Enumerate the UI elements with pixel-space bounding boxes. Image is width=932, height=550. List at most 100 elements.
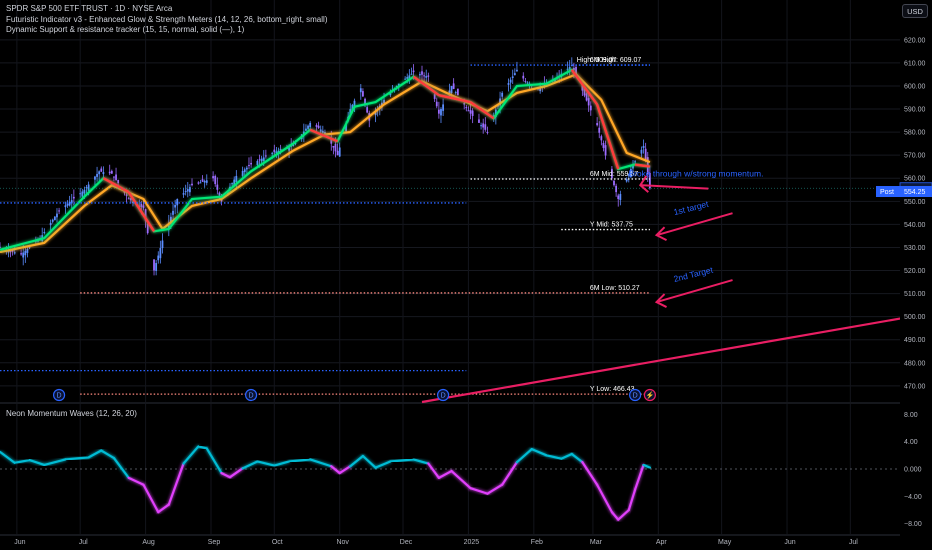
candle-body [425,76,428,78]
candle-body [516,69,518,72]
event-marker-label: D [633,393,638,400]
indicator-title-futuristic[interactable]: Futuristic Indicator v3 - Enhanced Glow … [6,14,328,24]
x-tick-label: Feb [531,539,543,546]
event-marker-label: D [57,393,62,400]
candle-body [292,144,295,146]
oscillator-line-segment [634,463,645,491]
candle-body [70,200,73,204]
candle-body [418,74,421,76]
x-tick-label: Dec [400,539,413,546]
candle-body [554,79,556,82]
candle-body [511,76,514,78]
y-tick-label: 520.00 [904,268,926,275]
osc-y-tick-label: 4.00 [904,439,918,446]
candle-body [435,101,438,107]
oscillator-line-segment [112,456,130,479]
candle-body [127,198,130,200]
price-label-post-text: 554.25 [904,189,926,196]
oscillator-line-segment [100,449,116,460]
candle-body [359,88,362,93]
candle-body [279,149,282,151]
candle-body [83,189,86,194]
candle-body [315,125,318,127]
x-tick-label: Apr [656,539,668,546]
candle-body [334,144,337,152]
x-tick-label: Jul [79,539,88,546]
level-label: 6M High: 609.07 [590,57,641,64]
oscillator-line-segment [374,460,392,469]
level-label: 6M Low: 510.27 [590,285,640,292]
candle-body [615,185,618,193]
oscillator-line-segment [469,487,489,495]
candle-body [9,250,12,252]
candle-body [28,247,31,249]
candle-body [427,75,430,77]
oscillator-line-segment [273,460,291,467]
candle-body [231,183,233,185]
candle-body [203,181,206,183]
oscillator-line-segment [43,458,67,466]
candle-body [72,196,75,199]
candle-body [218,192,221,196]
oscillator-line-segment [617,508,630,521]
annotation-arrow [654,279,733,308]
candle-body [604,145,607,156]
candle-body [596,123,599,126]
price-label-post [876,186,932,198]
oscillator-line-segment [450,469,472,490]
candle-body [589,105,592,111]
candle-body [302,131,305,136]
candle-body [366,107,369,113]
ema-fast-down-segment [309,128,339,143]
ema-fast-down-segment [102,177,130,194]
candle-body [100,168,103,172]
candle-body [199,182,202,184]
oscillator-line-segment [205,447,223,475]
candle-body [22,252,25,258]
candle-body [182,193,185,195]
candle-body [526,82,529,84]
oscillator-line-segment [515,448,533,464]
oscillator-line-segment [596,483,614,514]
candle-body [24,250,27,256]
event-marker [52,388,66,402]
symbol-title[interactable]: SPDR S&P 500 ETF TRUST · 1D · NYSE Arca [6,4,173,13]
oscillator-line-segment [157,503,170,514]
y-tick-label: 620.00 [904,37,926,44]
y-tick-label: 600.00 [904,83,926,90]
candle-body [469,110,472,114]
event-marker-label: D [249,393,254,400]
oscillator-line-segment [412,458,430,465]
currency-button[interactable]: USD [902,4,928,18]
event-marker-label: D [441,393,446,400]
level-label: Y Low: 466.43 [590,386,635,393]
oscillator-line-segment [427,462,440,479]
y-tick-label: 560.00 [904,176,926,183]
oscillator-title[interactable]: Neon Momentum Waves (12, 26, 20) [6,409,137,418]
event-marker [244,388,258,402]
x-tick-label: Sep [208,539,221,546]
candle-body [581,83,584,91]
candle-body [113,176,115,178]
candle-body [404,78,407,80]
oscillator-line-segment [570,452,584,464]
candle-body [338,147,341,157]
oscillator-line-segment [142,483,160,514]
candle-body [288,147,290,151]
indicator-title-support-resistance[interactable]: Dynamic Support & resistance tracker (15… [6,25,245,34]
oscillator-line-segment [0,450,16,464]
osc-y-tick-label: 8.00 [904,412,918,419]
candle-body [509,79,512,83]
candle-body [305,128,307,131]
candle-body [233,179,236,186]
candle-body [351,104,354,111]
oscillator-line-segment [220,472,232,479]
candle-body [573,68,575,71]
candle-body [619,194,622,200]
candle-body [256,160,259,165]
oscillator-line-segment [256,460,276,467]
candle-body [201,179,204,182]
candle-body [167,222,170,229]
